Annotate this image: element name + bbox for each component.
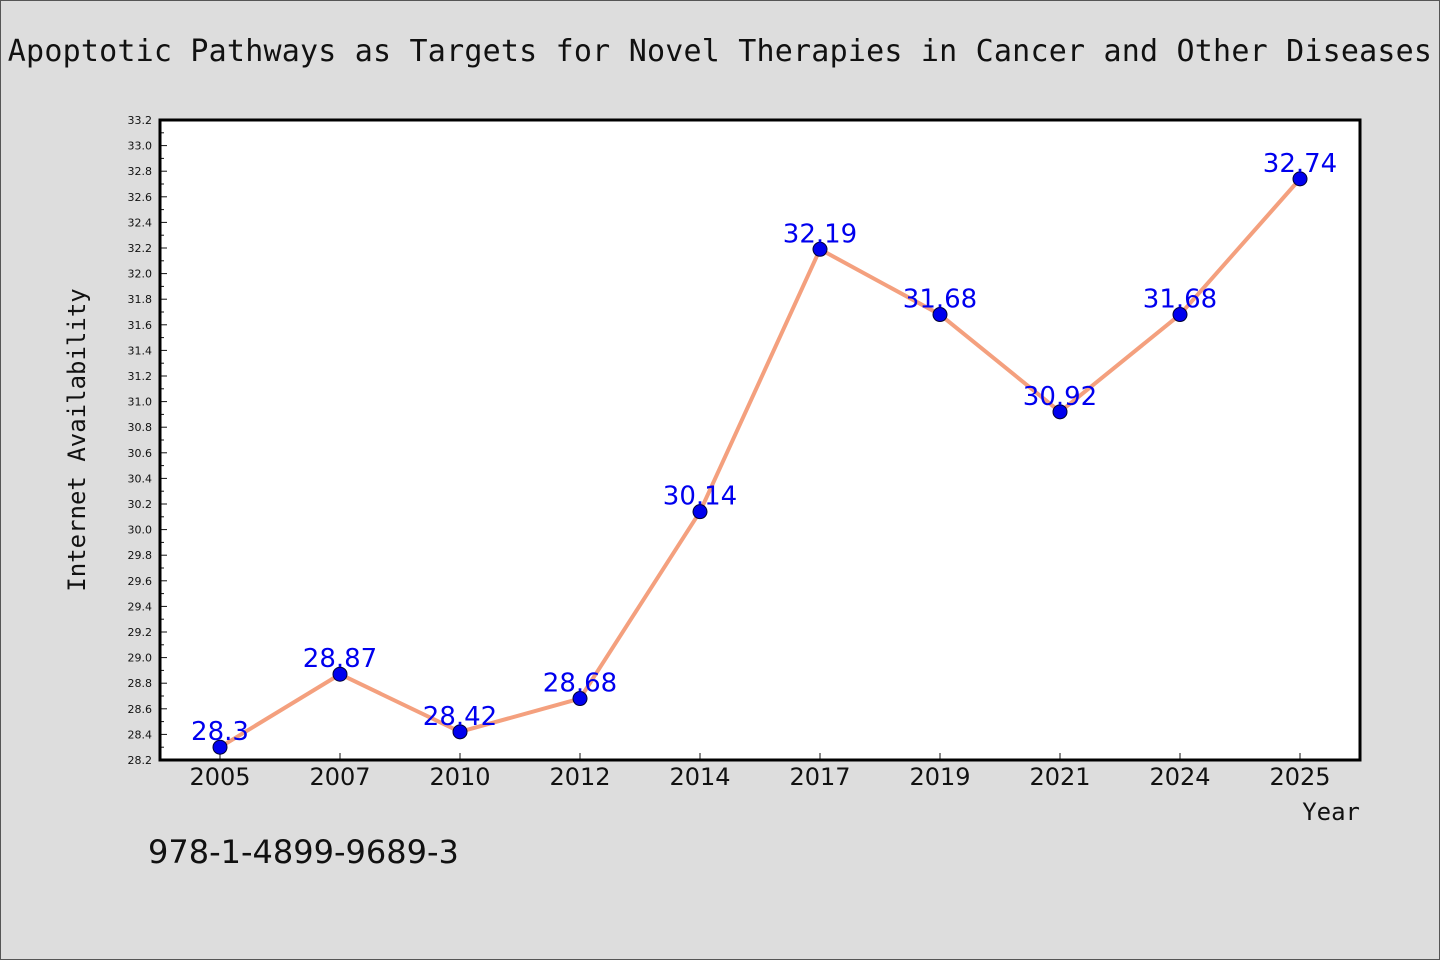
data-point (1292, 171, 1308, 187)
x-axis-label: Year (1302, 798, 1360, 826)
y-tick-label: 31.6 (128, 319, 153, 332)
data-point (1172, 307, 1188, 323)
data-point (812, 241, 828, 257)
y-axis-label: Internet Availability (63, 288, 91, 591)
data-label: 28.42 (423, 702, 497, 732)
data-label: 32.74 (1263, 149, 1337, 179)
y-tick-label: 30.0 (128, 524, 153, 537)
y-tick-label: 32.6 (128, 191, 153, 204)
y-tick-label: 30.2 (128, 498, 153, 511)
y-tick-label: 33.2 (128, 114, 153, 127)
data-label: 28.68 (543, 669, 617, 699)
y-tick-label: 28.8 (128, 677, 153, 690)
x-tick-label: 2021 (1029, 763, 1090, 791)
x-tick-label: 2025 (1269, 763, 1330, 791)
y-tick-label: 31.2 (128, 370, 153, 383)
y-tick-label: 31.0 (128, 396, 153, 409)
y-tick-label: 29.4 (128, 600, 153, 613)
x-tick-label: 2014 (669, 763, 730, 791)
data-point (932, 307, 948, 323)
data-point (1052, 404, 1068, 420)
y-tick-label: 29.6 (128, 575, 153, 588)
plot-frame (158, 118, 1362, 762)
x-tick-label: 2005 (189, 763, 250, 791)
plot-area (160, 120, 1360, 760)
data-point (572, 691, 588, 707)
x-tick-label: 2007 (309, 763, 370, 791)
data-label: 31.68 (903, 285, 977, 315)
x-tick-label: 2012 (549, 763, 610, 791)
x-tick-label: 2024 (1149, 763, 1210, 791)
y-tick-label: 32.8 (128, 165, 153, 178)
y-tick-label: 28.6 (128, 703, 153, 716)
y-tick-label: 30.4 (128, 472, 153, 485)
y-tick-label: 33.0 (128, 140, 153, 153)
data-label: 28.3 (191, 717, 249, 747)
data-label: 31.68 (1143, 285, 1217, 315)
data-point (212, 739, 228, 755)
chart-title: Apoptotic Pathways as Targets for Novel … (7, 34, 1433, 69)
y-tick-label: 32.4 (128, 216, 153, 229)
data-label: 30.92 (1023, 382, 1097, 412)
y-tick-label: 29.0 (128, 652, 153, 665)
y-tick-label: 31.8 (128, 293, 153, 306)
data-point (692, 504, 708, 520)
y-tick-label: 28.4 (128, 728, 153, 741)
x-tick-label: 2019 (909, 763, 970, 791)
x-tick-label: 2010 (429, 763, 490, 791)
data-point (452, 724, 468, 740)
y-tick-label: 32.0 (128, 268, 153, 281)
y-tick-label: 29.8 (128, 549, 153, 562)
y-tick-label: 32.2 (128, 242, 153, 255)
x-tick-label: 2017 (789, 763, 850, 791)
y-tick-label: 29.2 (128, 626, 153, 639)
isbn-text: 978-1-4899-9689-3 (148, 833, 459, 871)
data-label: 28.87 (303, 644, 377, 674)
data-point (332, 666, 348, 682)
data-label: 30.14 (663, 482, 737, 512)
y-tick-label: 28.2 (128, 754, 153, 767)
series-line (218, 176, 1302, 750)
y-tick-label: 30.6 (128, 447, 153, 460)
y-tick-label: 30.8 (128, 421, 153, 434)
data-label: 32.19 (783, 219, 857, 249)
y-tick-label: 31.4 (128, 344, 153, 357)
